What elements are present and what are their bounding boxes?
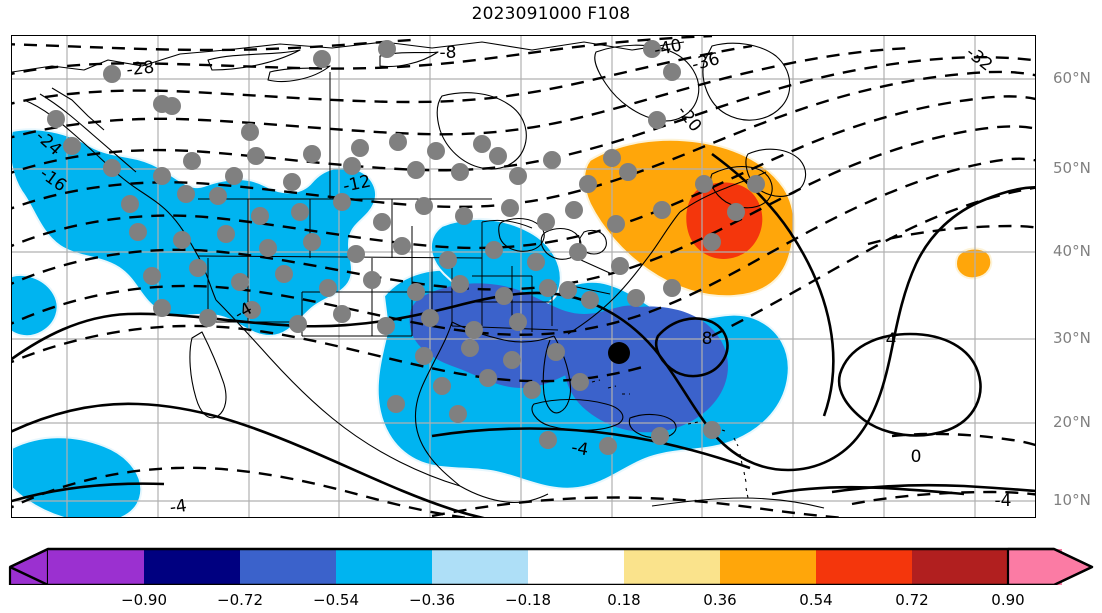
colorbar-extend-min — [8, 547, 50, 585]
colorbar-swatches — [8, 547, 1094, 585]
svg-text:-4: -4 — [570, 438, 590, 461]
svg-text:-28: -28 — [126, 58, 156, 81]
svg-text:-36: -36 — [690, 49, 722, 75]
colorbar-tick-label: 0.90 — [991, 591, 1025, 609]
colorbar: −0.90 −0.72 −0.54 −0.36 −0.18 0.18 0.36 … — [0, 545, 1102, 613]
colorbar-extend-max — [1006, 547, 1094, 585]
colorbar-tick-label: 0.54 — [799, 591, 833, 609]
svg-text:-4: -4 — [995, 491, 1012, 511]
lat-tick-10n: 10°N — [1053, 491, 1091, 509]
positive-contour-lines — [12, 152, 1035, 517]
svg-text:8: 8 — [702, 329, 713, 349]
svg-text:0: 0 — [911, 447, 922, 467]
svg-text:-4: -4 — [169, 496, 189, 518]
svg-text:-32: -32 — [962, 43, 996, 76]
lat-tick-50n: 50°N — [1053, 159, 1091, 177]
observation-station-dots — [47, 40, 765, 455]
colorbar-tick-label: −0.54 — [313, 591, 359, 609]
storm-center-marker — [608, 342, 630, 364]
map-plot: -40 -36 -32 -28 -24 -16 -20 -12 -8 -4 -4… — [12, 36, 1035, 518]
map-frame: -40 -36 -32 -28 -24 -16 -20 -12 -8 -4 -4… — [11, 35, 1036, 518]
svg-text:4: 4 — [886, 330, 897, 350]
svg-text:-40: -40 — [652, 36, 683, 61]
colorbar-tick-label: −0.36 — [409, 591, 455, 609]
svg-text:-20: -20 — [673, 102, 706, 136]
svg-text:-8: -8 — [440, 43, 457, 63]
lat-tick-30n: 30°N — [1053, 329, 1091, 347]
lat-tick-20n: 20°N — [1053, 413, 1091, 431]
colorbar-segments — [8, 547, 1094, 585]
colorbar-tick-label: 0.72 — [895, 591, 929, 609]
map-container: -40 -36 -32 -28 -24 -16 -20 -12 -8 -4 -4… — [11, 35, 1091, 574]
colorbar-tick-label: 0.36 — [703, 591, 737, 609]
lat-tick-60n: 60°N — [1053, 69, 1091, 87]
shaded-contour-fills — [12, 128, 993, 517]
lat-tick-40n: 40°N — [1053, 242, 1091, 260]
colorbar-tick-label: −0.18 — [505, 591, 551, 609]
colorbar-tick-label: −0.90 — [121, 591, 167, 609]
page-title: 2023091000 F108 — [471, 4, 631, 24]
colorbar-tick-label: −0.72 — [217, 591, 263, 609]
colorbar-tick-label: 0.18 — [607, 591, 641, 609]
